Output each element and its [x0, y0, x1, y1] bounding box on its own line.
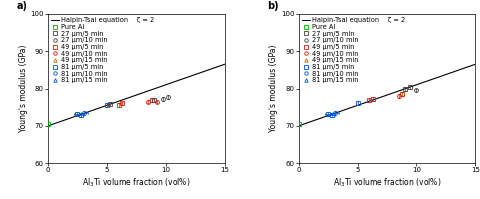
Legend: Halpin-Tsai equation    ζ = 2, Pure Al, 27 μm/5 min, 27 μm/10 min, 49 μm/5 min, : Halpin-Tsai equation ζ = 2, Pure Al, 27 … [50, 16, 156, 85]
Y-axis label: Young's modulus (GPa): Young's modulus (GPa) [19, 45, 27, 132]
Text: a): a) [16, 1, 27, 11]
X-axis label: Al$_3$Ti volume fraction (vol%): Al$_3$Ti volume fraction (vol%) [333, 176, 441, 189]
Legend: Halpin-Tsai equation    ζ = 2, Pure Al, 27 μm/5 min, 27 μm/10 min, 49 μm/5 min, : Halpin-Tsai equation ζ = 2, Pure Al, 27 … [300, 16, 407, 85]
Y-axis label: Young's modulus (GPa): Young's modulus (GPa) [269, 45, 278, 132]
Text: b): b) [267, 1, 278, 11]
X-axis label: Al$_3$Ti volume fraction (vol%): Al$_3$Ti volume fraction (vol%) [82, 176, 191, 189]
